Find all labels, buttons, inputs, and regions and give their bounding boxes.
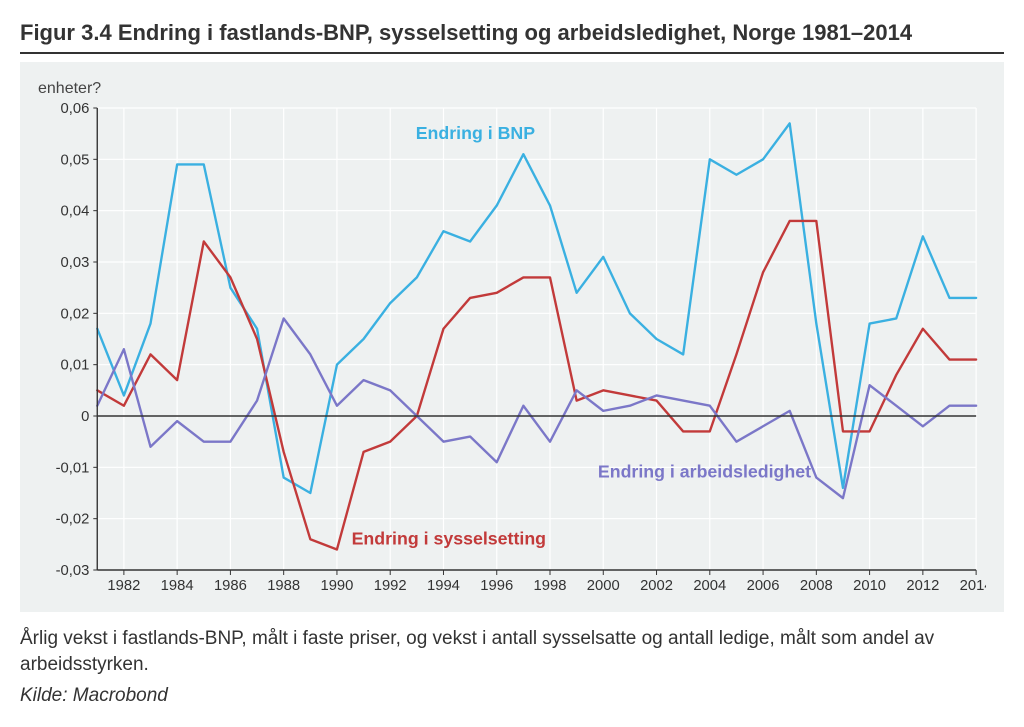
svg-text:1998: 1998 — [534, 578, 567, 594]
svg-text:0,01: 0,01 — [61, 358, 90, 374]
svg-text:0,06: 0,06 — [61, 101, 90, 117]
svg-text:1986: 1986 — [214, 578, 247, 594]
svg-text:1990: 1990 — [320, 578, 353, 594]
figure-caption: Årlig vekst i fastlands-BNP, målt i fast… — [20, 626, 1004, 677]
svg-text:2012: 2012 — [906, 578, 939, 594]
svg-text:1992: 1992 — [374, 578, 407, 594]
svg-text:2014: 2014 — [960, 578, 986, 594]
series-arbeidsledighet — [97, 318, 976, 498]
svg-text:-0,02: -0,02 — [56, 512, 90, 528]
figure-container: Figur 3.4 Endring i fastlands-BNP, sysse… — [20, 20, 1004, 707]
svg-text:0,04: 0,04 — [61, 204, 90, 220]
svg-text:0: 0 — [81, 409, 89, 425]
svg-text:-0,03: -0,03 — [56, 563, 90, 579]
figure-title: Figur 3.4 Endring i fastlands-BNP, sysse… — [20, 20, 1004, 54]
series-bnp — [97, 123, 976, 493]
svg-text:1982: 1982 — [107, 578, 140, 594]
svg-text:2006: 2006 — [747, 578, 780, 594]
line-chart-svg: -0,03 -0,02 -0,01 0 0,01 0,02 0,03 0,04 0,05 0,06… — [38, 100, 986, 600]
svg-text:1996: 1996 — [480, 578, 513, 594]
svg-text:2010: 2010 — [853, 578, 886, 594]
y-axis-title: enheter? — [38, 80, 986, 98]
svg-text:0,05: 0,05 — [61, 152, 90, 168]
series-label-bnp: Endring i BNP — [416, 123, 535, 143]
svg-text:0,02: 0,02 — [61, 306, 90, 322]
series-label-arbeidsledighet: Endring i arbeidsledighet — [598, 461, 811, 481]
svg-text:1988: 1988 — [267, 578, 300, 594]
svg-text:2004: 2004 — [693, 578, 726, 594]
svg-text:0,03: 0,03 — [61, 255, 90, 271]
svg-text:1994: 1994 — [427, 578, 460, 594]
svg-text:2000: 2000 — [587, 578, 620, 594]
figure-number: Figur 3.4 — [20, 20, 112, 45]
chart-panel: enheter? -0,03 -0,02 -0,01 0 0,01 0,02 0,03 0,0… — [20, 62, 1004, 612]
figure-source: Kilde: Macrobond — [20, 685, 1004, 707]
figure-title-text: Endring i fastlands-BNP, sysselsetting o… — [118, 20, 912, 45]
svg-text:2002: 2002 — [640, 578, 673, 594]
series-sysselsetting — [97, 221, 976, 550]
svg-text:2008: 2008 — [800, 578, 833, 594]
series-label-sysselsetting: Endring i sysselsetting — [352, 528, 546, 548]
chart-area: -0,03 -0,02 -0,01 0 0,01 0,02 0,03 0,04 0,05 0,06… — [38, 100, 986, 600]
svg-text:-0,01: -0,01 — [56, 460, 90, 476]
svg-text:1984: 1984 — [161, 578, 194, 594]
